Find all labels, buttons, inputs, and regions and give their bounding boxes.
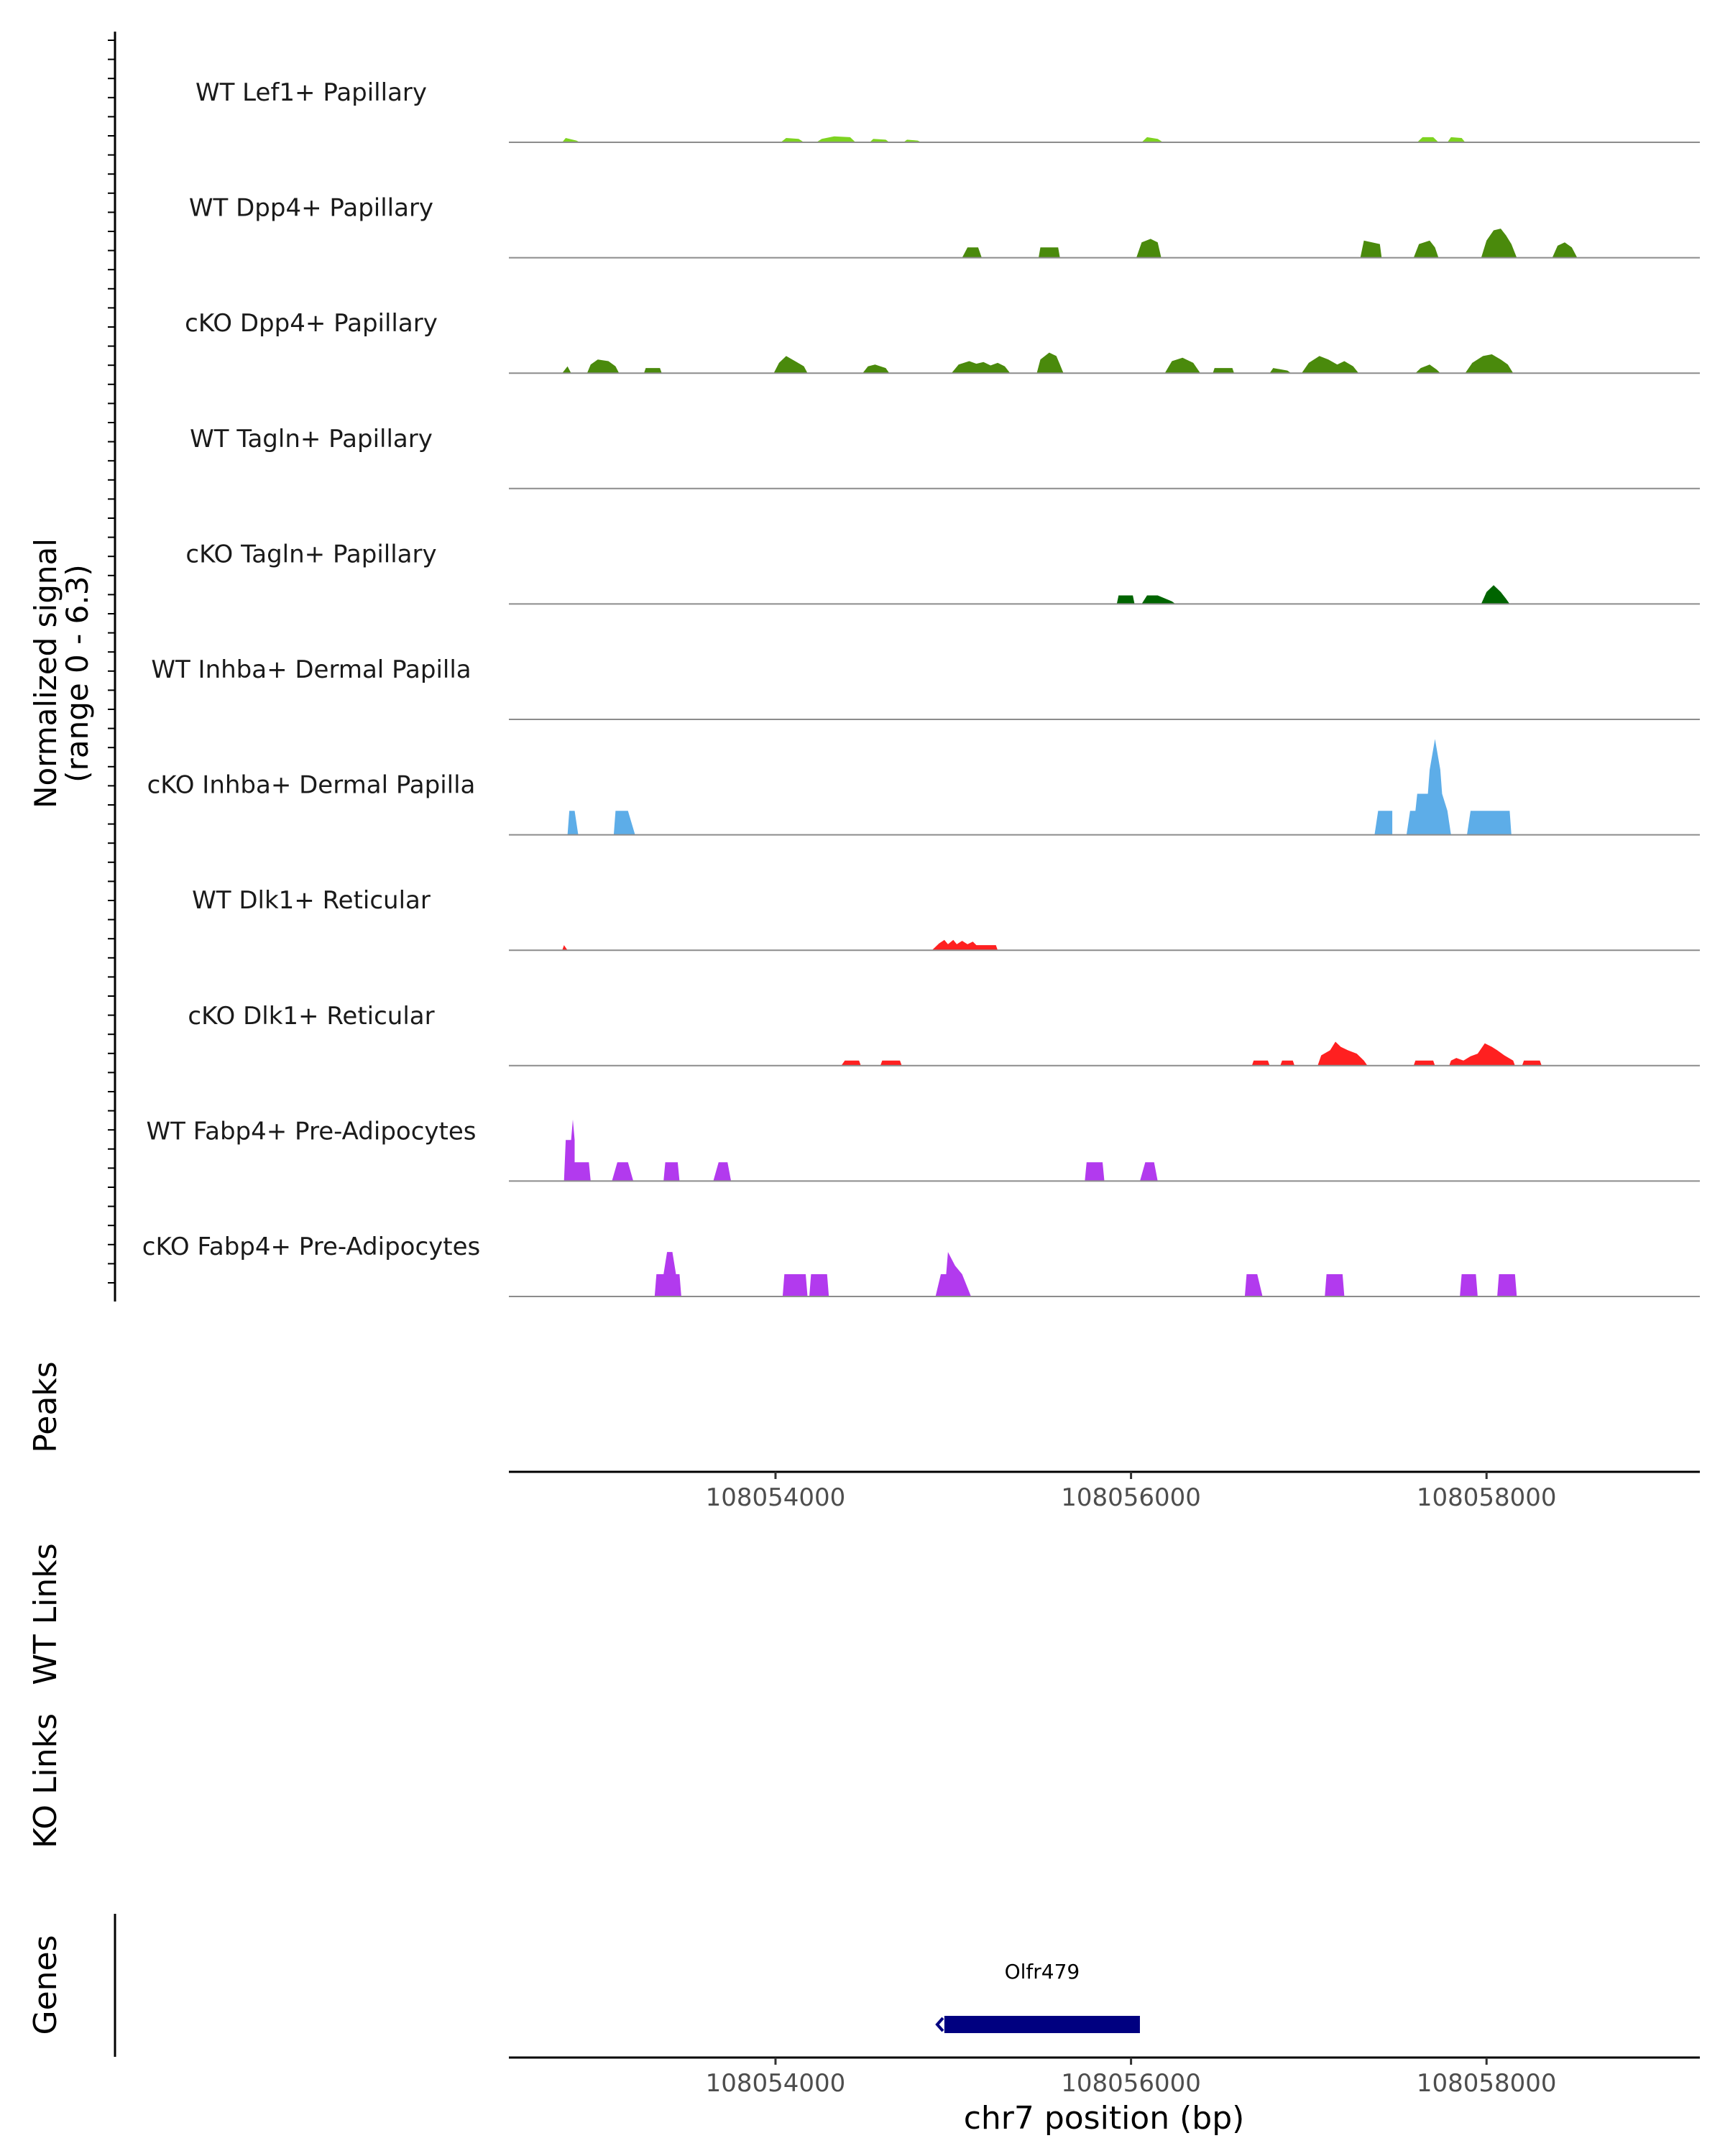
track-signal-area — [564, 1119, 1158, 1181]
track-label: WT Tagln+ Papillary — [190, 425, 433, 453]
track-label: cKO Dlk1+ Reticular — [188, 1002, 434, 1031]
track-label: cKO Inhba+ Dermal Papilla — [147, 771, 476, 800]
track-label: cKO Fabp4+ Pre-Adipocytes — [142, 1233, 481, 1261]
gene-name-label: Olfr479 — [1005, 1960, 1080, 1984]
track-signal-area — [562, 352, 1514, 374]
y-axis-label-line1: Normalized signal — [28, 538, 63, 808]
genes-x-axis-ticks: 108054000 108056000 108058000 — [706, 2058, 1557, 2098]
peaks-panel-label: Peaks — [27, 1361, 64, 1452]
peaks-x-axis-ticks: 108054000 108056000 108058000 — [706, 1472, 1557, 1512]
x-axis-tick-label: 108058000 — [1417, 2069, 1557, 2098]
track-label: WT Dpp4+ Papillary — [189, 194, 433, 223]
signal-y-axis-ticks — [108, 40, 115, 1284]
y-axis-label-line2: (range 0 - 6.3) — [60, 564, 95, 783]
track-signal-area — [562, 939, 998, 951]
track-signal-area — [562, 136, 1466, 142]
track-signal-area — [1116, 585, 1510, 604]
track-signal-area — [841, 1041, 1542, 1066]
track-label: WT Inhba+ Dermal Papilla — [151, 655, 471, 684]
track-label: cKO Dpp4+ Papillary — [185, 309, 438, 338]
x-axis-tick-label: 108058000 — [1417, 1483, 1557, 1512]
x-axis-tick-label: 108056000 — [1061, 2069, 1201, 2098]
x-axis-tick-label: 108054000 — [706, 2069, 846, 2098]
x-axis-title: chr7 position (bp) — [964, 2100, 1245, 2137]
wt-links-panel-label: WT Links — [27, 1543, 64, 1685]
track-label: WT Lef1+ Papillary — [196, 78, 427, 107]
x-axis-tick-label: 108056000 — [1061, 1483, 1201, 1512]
gene-exon — [944, 2016, 1140, 2033]
signal-tracks: WT Lef1+ Papillary WT Dpp4+ Papillary cKO … — [142, 78, 1700, 1297]
track-label: cKO Tagln+ Papillary — [185, 540, 436, 568]
track-signal-area — [654, 1252, 1517, 1296]
track-label: WT Fabp4+ Pre-Adipocytes — [147, 1117, 477, 1146]
gene-strand-arrow — [935, 2017, 944, 2032]
ko-links-panel-label: KO Links — [27, 1713, 64, 1848]
track-signal-area — [567, 739, 1512, 835]
track-label: WT Dlk1+ Reticular — [192, 886, 431, 915]
gene-annotations: Olfr479 — [935, 1960, 1140, 2033]
genes-panel-label: Genes — [27, 1935, 64, 2035]
x-axis-tick-label: 108054000 — [706, 1483, 846, 1512]
track-signal-area — [962, 229, 1578, 258]
